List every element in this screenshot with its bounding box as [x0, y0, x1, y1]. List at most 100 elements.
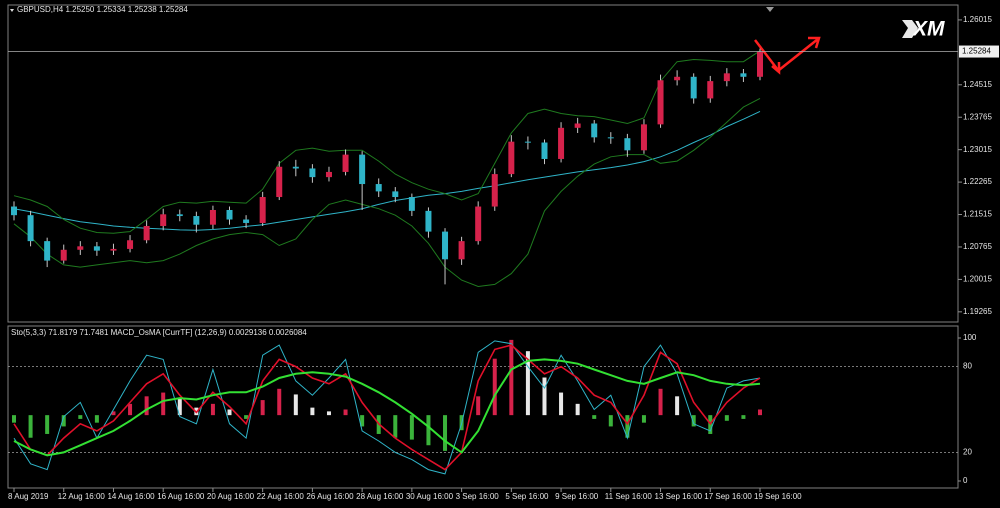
histogram-bar — [28, 415, 33, 438]
x-tick-label: 13 Sep 16:00 — [655, 492, 703, 501]
y-tick-label: 1.23015 — [963, 145, 992, 154]
candle-body — [408, 197, 415, 211]
histogram-bar — [542, 377, 547, 416]
histogram-bar — [94, 415, 99, 423]
x-tick-label: 17 Sep 16:00 — [704, 492, 752, 501]
indicator-line — [13, 50, 761, 234]
candle-body — [209, 209, 216, 225]
candle-body — [243, 219, 250, 223]
histogram-bar — [227, 409, 232, 416]
candle-body — [110, 248, 117, 251]
plot-layer: 1.26015 1.24515 1.23765 1.23015 1.22265 1.215… — [8, 15, 999, 501]
histogram-bar — [492, 358, 497, 416]
histogram-bar — [260, 400, 265, 416]
histogram-bar — [443, 415, 448, 451]
logo-mark — [902, 20, 918, 38]
histogram-bar — [658, 388, 663, 416]
logo-text: XM — [912, 18, 945, 41]
candle-body — [458, 241, 465, 260]
candle-body — [624, 138, 631, 151]
arrow-up-head — [808, 36, 821, 49]
candle-body — [508, 141, 515, 175]
candle-body — [558, 127, 565, 159]
candle-body — [226, 209, 233, 220]
candle-body — [160, 214, 167, 226]
histogram-bar — [691, 415, 696, 427]
histogram-bar — [509, 339, 514, 416]
histogram-bar — [244, 415, 249, 419]
main-panel-frame — [7, 4, 959, 323]
histogram-bar — [360, 415, 365, 427]
histogram-bar — [111, 411, 116, 416]
candle-body — [292, 166, 299, 169]
histogram-bar — [409, 415, 414, 440]
candle-body — [757, 51, 763, 77]
x-tick-label: 30 Aug 16:00 — [406, 492, 454, 501]
forecast-arrows — [754, 36, 821, 75]
histogram-bar — [177, 398, 182, 416]
histogram-bar — [426, 415, 431, 446]
candle-body — [342, 154, 349, 172]
price-label: 1.25284 — [962, 47, 991, 56]
candle-body — [309, 168, 316, 178]
candle-body — [127, 240, 134, 249]
candle-body — [657, 80, 664, 125]
oscillator-line — [13, 340, 761, 475]
histogram-bar — [758, 409, 762, 416]
x-tick-label: 8 Aug 2019 — [8, 492, 49, 501]
y-tick-label: 1.20015 — [963, 275, 992, 284]
candle-body — [77, 246, 84, 250]
y-tick-label: 1.19265 — [963, 307, 992, 316]
x-tick-label: 14 Aug 16:00 — [107, 492, 155, 501]
histogram-bar — [675, 396, 680, 416]
histogram-bar — [575, 403, 580, 416]
candle-body — [591, 123, 598, 138]
candle-body — [690, 76, 697, 99]
shift-marker — [766, 7, 774, 12]
histogram-bar — [559, 392, 564, 416]
candle-body — [27, 215, 34, 242]
y-tick-label: 1.24515 — [963, 80, 992, 89]
histogram-bar — [741, 415, 746, 419]
arrow-up — [778, 38, 819, 71]
histogram-bar — [625, 415, 630, 438]
histogram-bar — [144, 396, 149, 416]
indicator-line — [13, 110, 761, 231]
candle-body — [60, 249, 67, 261]
histogram-bar — [343, 409, 348, 416]
candle-body — [491, 174, 498, 207]
arrow-down-head — [771, 62, 781, 75]
candle-body — [176, 214, 183, 217]
candle-body — [425, 210, 432, 232]
x-tick-label: 26 Aug 16:00 — [306, 492, 354, 501]
y-tick-label: 1.21515 — [963, 210, 992, 219]
y-tick-label: 1.26015 — [963, 15, 992, 24]
x-tick-label: 11 Sep 16:00 — [605, 492, 653, 501]
main-title: GBPUSD,H4 1.25250 1.25334 1.25238 1.2528… — [17, 5, 188, 14]
candle-body — [325, 171, 332, 178]
oscillator-line — [13, 344, 761, 471]
candle-body — [93, 246, 100, 251]
indicator-title: Sto(5,3,3) 71.8179 71.7481 MACD_OsMA [Cu… — [11, 328, 307, 337]
candle-body — [475, 206, 482, 242]
candle-body — [359, 154, 366, 185]
histogram-bar — [724, 415, 729, 421]
histogram-bar — [326, 411, 331, 416]
indicator-line — [13, 97, 761, 288]
x-tick-label: 9 Sep 16:00 — [555, 492, 599, 501]
x-tick-label: 20 Aug 16:00 — [207, 492, 255, 501]
histogram-bar — [277, 388, 282, 416]
candle-body — [574, 123, 581, 128]
y-tick-label: 100 — [963, 333, 977, 342]
histogram-bar — [210, 403, 215, 416]
oscillator-line — [13, 358, 761, 457]
x-tick-label: 12 Aug 16:00 — [58, 492, 106, 501]
symbol-marker — [10, 9, 14, 12]
histogram-bar — [161, 392, 166, 416]
y-tick-label: 1.20765 — [963, 242, 992, 251]
candle-body — [442, 231, 449, 260]
candle-body — [723, 73, 730, 82]
histogram-bar — [608, 415, 613, 427]
